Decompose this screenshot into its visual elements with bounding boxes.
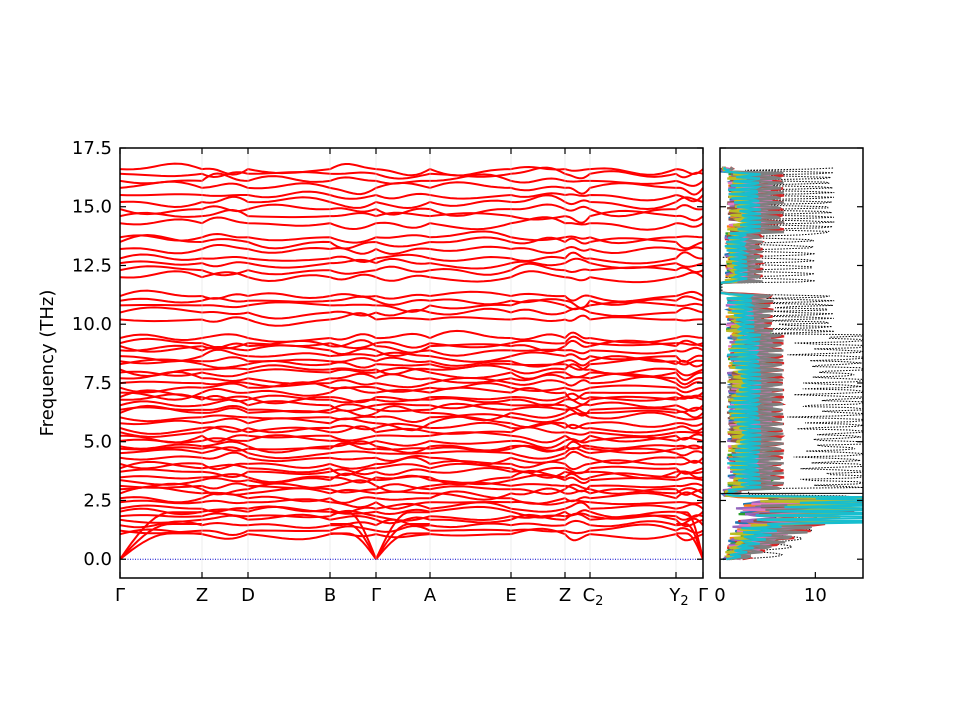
x-tick-label: Z <box>196 585 208 606</box>
dos-y-axis-ticks <box>720 147 863 560</box>
dos-x-tick-label: 0 <box>714 585 725 606</box>
acoustic-branch <box>676 523 703 560</box>
x-tick-label: Z <box>559 585 571 606</box>
x-tick-label: E <box>505 585 516 606</box>
x-tick-label: Γ <box>698 585 708 606</box>
total-dos-line <box>720 167 863 564</box>
acoustic-branch <box>330 523 377 560</box>
acoustic-branch <box>676 511 703 560</box>
band-panel-frame <box>119 147 704 579</box>
acoustic-branch <box>120 511 202 560</box>
y-tick-label: 15.0 <box>72 197 112 218</box>
acoustic-branch <box>375 523 430 560</box>
x-tick-label: D <box>241 585 255 606</box>
band-line <box>120 162 703 177</box>
dos-x-axis-ticks: 0 10 <box>714 572 827 606</box>
x-tick-label: Γ <box>371 585 381 606</box>
band-lines <box>120 148 703 578</box>
band-line <box>120 257 703 270</box>
dos-x-tick-label: 10 <box>804 585 827 606</box>
y-tick-label: 0.0 <box>83 549 112 570</box>
x-tick-subscript: 2 <box>680 594 688 609</box>
y-tick-label: 7.5 <box>83 373 112 394</box>
acoustic-branch <box>330 532 377 560</box>
band-structure-panel: 0.0 2.5 5.0 7.5 10.0 12.5 15.0 17.5 Γ Z D B Γ A E Z C2 Y… <box>37 138 708 609</box>
x-tick-label: A <box>424 585 437 606</box>
band-line <box>120 180 703 196</box>
acoustic-branch <box>120 532 202 560</box>
x-tick-label: Y2 <box>668 585 688 609</box>
y-tick-label: 12.5 <box>72 255 112 276</box>
acoustic-branch <box>330 511 377 560</box>
band-line <box>120 411 703 424</box>
dos-lines <box>720 166 863 564</box>
acoustic-branch <box>375 532 430 560</box>
density-of-states-panel: 0 10 <box>714 147 864 606</box>
x-tick-label: B <box>324 585 336 606</box>
dos-panel-frame <box>719 147 864 579</box>
x-axis-ticks: Γ Z D B Γ A E Z C2 Y2 Γ <box>115 148 708 609</box>
band-line <box>120 306 703 320</box>
y-tick-label: 5.0 <box>83 432 112 453</box>
acoustic-branch <box>676 532 703 560</box>
acoustic-branch <box>120 523 202 560</box>
y-axis-label: Frequency (THz) <box>37 290 58 437</box>
band-line <box>120 472 703 486</box>
y-tick-label: 10.0 <box>72 314 112 335</box>
y-tick-label: 17.5 <box>72 138 112 159</box>
x-tick-label: Γ <box>115 585 125 606</box>
band-line <box>120 329 703 344</box>
acoustic-branch <box>375 511 430 560</box>
band-line <box>120 216 703 231</box>
x-tick-subscript: 2 <box>595 594 603 609</box>
y-axis-ticks: 0.0 2.5 5.0 7.5 10.0 12.5 15.0 17.5 <box>72 138 703 570</box>
y-tick-label: 2.5 <box>83 490 112 511</box>
x-tick-label: C2 <box>583 585 604 609</box>
band-line <box>120 190 703 203</box>
